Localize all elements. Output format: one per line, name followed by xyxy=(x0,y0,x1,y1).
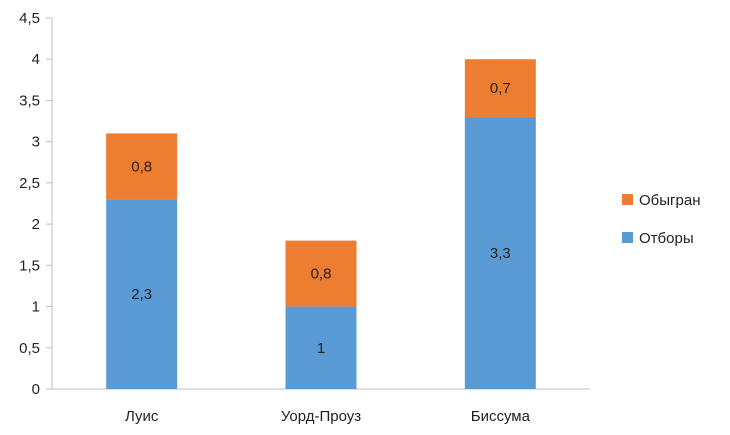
bar-segment xyxy=(464,59,536,117)
bar-segment xyxy=(106,133,178,200)
x-category-label: Луис xyxy=(125,408,159,425)
x-axis: Луис Уорд-Проуз Биссума xyxy=(52,388,590,425)
data-label: 0,7 xyxy=(490,80,511,97)
data-label: 3,3 xyxy=(490,245,511,262)
legend-swatch xyxy=(622,232,633,243)
y-axis: 0 0,5 1 1,5 2 2,5 3 3,5 4 4,5 xyxy=(19,10,53,398)
legend-label: Обыгран xyxy=(639,192,700,209)
y-tick-label: 1 xyxy=(32,299,40,316)
y-tick-label: 4 xyxy=(32,51,40,68)
y-tick-label: 4,5 xyxy=(19,10,40,27)
bar-segment xyxy=(285,306,357,389)
legend-label: Отборы xyxy=(639,230,694,247)
y-tick-label: 3 xyxy=(32,134,40,151)
bar-segment xyxy=(464,116,536,389)
y-tick-label: 3,5 xyxy=(19,92,40,109)
x-category-label: Уорд-Проуз xyxy=(281,408,361,425)
bar-segment xyxy=(106,199,178,389)
x-category-label: Биссума xyxy=(471,408,531,425)
data-label: 0,8 xyxy=(131,158,152,175)
bars: 2,3 0,8 1 0,8 3,3 0,7 xyxy=(106,59,536,389)
y-tick-label: 2,5 xyxy=(19,175,40,192)
legend: Обыгран Отборы xyxy=(622,192,700,247)
legend-swatch xyxy=(622,194,633,205)
y-tick-label: 0,5 xyxy=(19,340,40,357)
y-tick-label: 2 xyxy=(32,216,40,233)
data-label: 2,3 xyxy=(131,286,152,303)
y-tick-label: 0 xyxy=(32,381,40,398)
y-tick-label: 1,5 xyxy=(19,257,40,274)
data-label: 1 xyxy=(317,340,325,357)
data-label: 0,8 xyxy=(311,266,332,283)
bar-segment xyxy=(285,240,357,307)
